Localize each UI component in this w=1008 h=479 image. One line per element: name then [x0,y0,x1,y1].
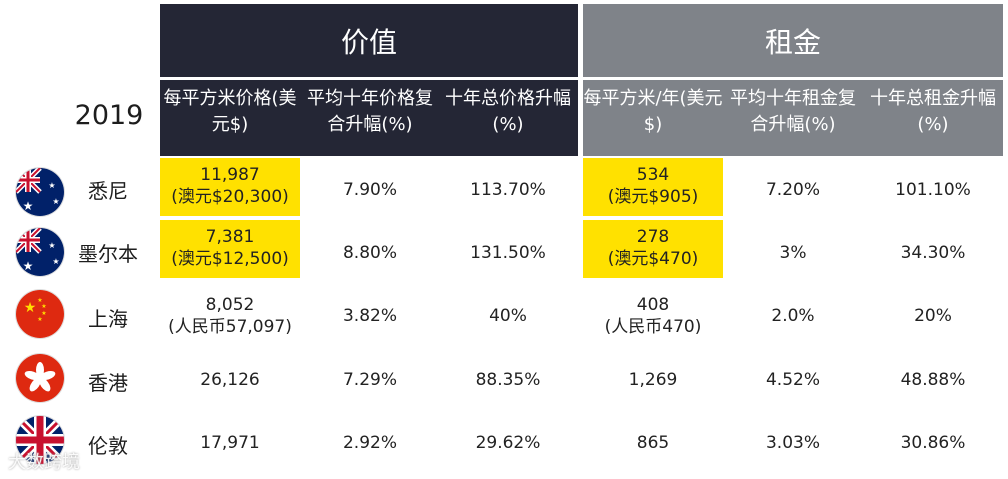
rent-local: (澳元$905) [607,187,699,207]
svg-text:★: ★ [23,259,34,273]
hongkong-flag-icon [16,354,64,402]
svg-text:★: ★ [37,297,42,304]
value-section-header: 价值 [160,4,578,77]
price-usd: 7,381 [205,227,255,247]
svg-text:★: ★ [48,241,55,250]
price-cagr-london: 2.92% [342,433,397,453]
svg-text:★: ★ [52,197,59,206]
column-header-price-total: 十年总价格升幅(%) [445,88,571,135]
column-header-price: 每平方米价格(美元$) [163,88,297,135]
rent-cagr-shanghai: 2.0% [771,306,815,326]
rent-usd: 534 [636,165,670,185]
rent-cell-london: 865 [636,433,670,453]
rent-total-melbourne: 34.30% [900,243,966,263]
city-name-hongkong: 香港 [88,371,128,395]
price-usd: 11,987 [200,165,260,185]
price-total-london: 29.62% [475,433,541,453]
rent-total-london: 30.86% [900,433,966,453]
rent-cell-hongkong: 1,269 [628,370,678,390]
city-name-london: 伦敦 [88,434,128,458]
watermark: 大数跨境 [8,452,80,473]
rent-local: (人民币470) [604,317,702,337]
rent-cagr-melbourne: 3% [779,243,807,263]
rent-usd: 408 [636,295,670,315]
price-cell-london: 17,971 [200,433,260,453]
city-name-sydney: 悉尼 [88,179,128,203]
city-name-melbourne: 墨尔本 [78,242,138,266]
price-local: (澳元$20,300) [171,187,289,207]
svg-text:★: ★ [41,310,46,317]
price-total-melbourne: 131.50% [470,243,546,263]
rent-cagr-sydney: 7.20% [765,180,820,200]
rent-section-title: 租金 [764,25,821,59]
rent-cagr-london: 3.03% [765,433,820,453]
price-total-sydney: 113.70% [470,180,546,200]
rent-total-hongkong: 48.88% [900,370,966,390]
price-cagr-hongkong: 7.29% [342,370,397,390]
price-cell-hongkong: 26,126 [200,370,260,390]
price-cell-shanghai: 8,052 (人民币57,097) [160,294,300,338]
rent-cell-melbourne: 278 (澳元$470) [583,220,723,278]
svg-text:★: ★ [24,300,37,316]
svg-text:★: ★ [37,316,42,323]
svg-text:★: ★ [48,181,55,190]
price-cagr-melbourne: 8.80% [342,243,397,263]
value-section-title: 价值 [340,25,397,59]
rent-section-header: 租金 [583,4,1003,77]
rent-usd: 278 [636,227,670,247]
column-header-rent-total: 十年总租金升幅(%) [870,88,996,135]
rent-local: (澳元$470) [607,249,699,269]
svg-text:★: ★ [23,199,34,213]
price-cell-sydney: 11,987 (澳元$20,300) [160,158,300,216]
rent-cell-sydney: 534 (澳元$905) [583,158,723,216]
price-total-shanghai: 40% [489,306,527,326]
australia-flag-icon: ★ ★ ★ [16,228,64,276]
price-cell-melbourne: 7,381 (澳元$12,500) [160,220,300,278]
rent-total-sydney: 101.10% [895,180,971,200]
rent-cagr-hongkong: 4.52% [765,370,820,390]
rent-columns-header [583,80,1003,156]
city-name-shanghai: 上海 [88,307,128,331]
price-local: (澳元$12,500) [171,249,289,269]
rent-cell-shanghai: 408 (人民币470) [583,294,723,338]
column-header-rent: 每平方米/年(美元$) [583,88,723,135]
china-flag-icon: ★ ★ ★ ★ ★ [16,290,64,338]
rent-total-shanghai: 20% [914,306,952,326]
price-cagr-sydney: 7.90% [342,180,397,200]
price-total-hongkong: 88.35% [475,370,541,390]
value-columns-header [160,80,578,156]
column-header-price-cagr: 平均十年价格复合升幅(%) [307,88,433,135]
australia-flag-icon: ★ ★ ★ [16,168,64,216]
svg-text:★: ★ [52,257,59,266]
svg-text:★: ★ [41,303,46,310]
price-usd: 8,052 [205,295,255,315]
price-local: (人民币57,097) [168,317,292,337]
year-label: 2019 [74,100,144,131]
price-cagr-shanghai: 3.82% [342,306,397,326]
column-header-rent-cagr: 平均十年租金复合升幅(%) [730,88,856,135]
